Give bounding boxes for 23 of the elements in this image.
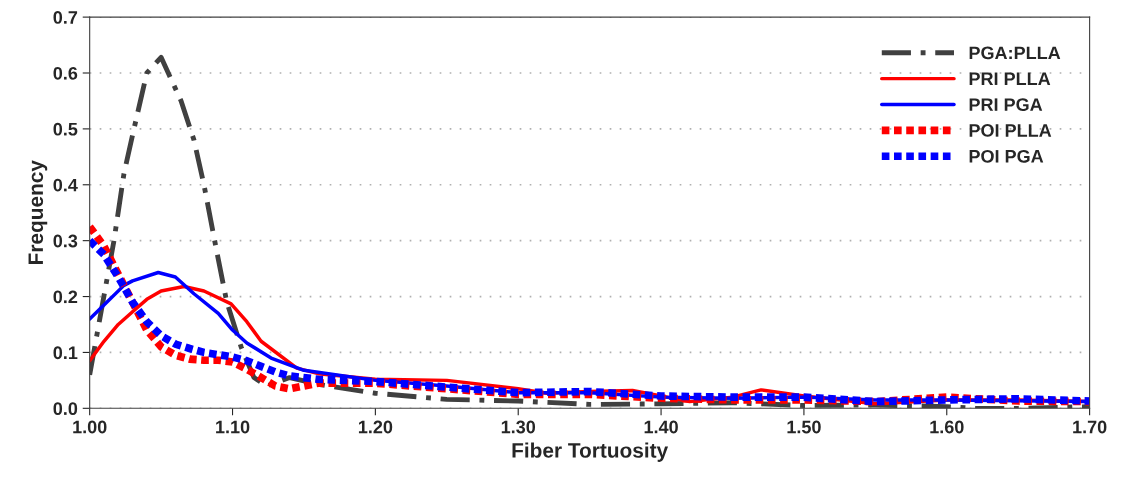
x-tick-label: 1.30 xyxy=(501,420,536,434)
legend-label: PGA:PLLA xyxy=(969,46,1061,60)
legend-label: POI PGA xyxy=(969,149,1044,163)
x-tick-label: 1.00 xyxy=(73,420,107,434)
x-tick-label: 1.70 xyxy=(1073,420,1107,434)
x-tick-label: 1.10 xyxy=(216,420,250,434)
y-tick-label: 0.0 xyxy=(53,402,78,416)
x-tick-label: 1.50 xyxy=(787,420,821,434)
y-tick-label: 0.2 xyxy=(53,290,78,304)
legend-label: PRI PLLA xyxy=(969,72,1051,85)
y-tick-label: 0.3 xyxy=(53,234,78,248)
legend-label: PRI PGA xyxy=(969,98,1043,111)
legend-label: POI PLLA xyxy=(969,124,1052,137)
y-tick-label: 0.7 xyxy=(53,11,78,24)
x-tick-label: 1.40 xyxy=(644,420,678,434)
y-tick-label: 0.6 xyxy=(53,66,78,80)
y-axis-title: Frequency xyxy=(28,160,48,264)
y-tick-label: 0.1 xyxy=(53,346,78,360)
y-tick-label: 0.4 xyxy=(53,178,78,192)
x-tick-label: 1.20 xyxy=(358,420,393,434)
x-axis-title: Fiber Tortuosity xyxy=(512,442,669,462)
x-tick-label: 1.60 xyxy=(930,420,964,434)
y-tick-label: 0.5 xyxy=(53,122,78,136)
